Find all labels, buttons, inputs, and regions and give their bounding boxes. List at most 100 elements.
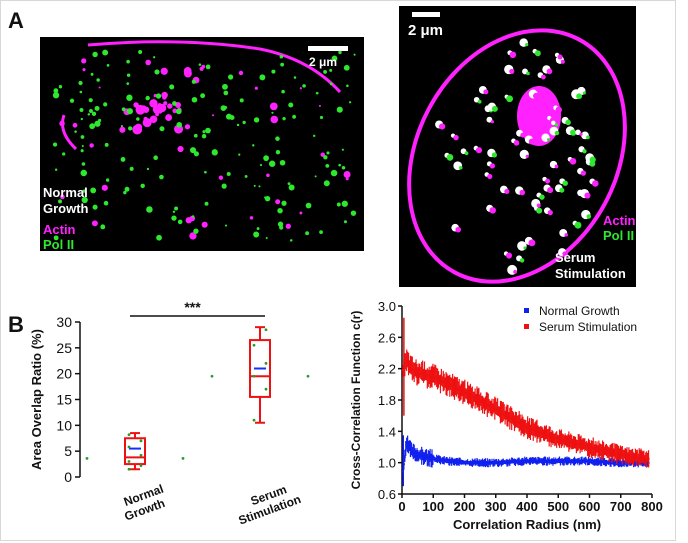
actin-legend: Actin: [603, 213, 636, 228]
pol-ii-spot: [155, 93, 162, 99]
actin-spot: [177, 145, 184, 153]
condition-label: Normal Growth: [43, 185, 89, 217]
y-tick-label: 30: [56, 314, 72, 330]
pol-ii-spot: [53, 88, 59, 94]
pol-ii-spot: [277, 207, 283, 214]
y-tick-label: 25: [56, 340, 72, 356]
scale-bar-label: 2 μm: [408, 22, 444, 39]
pol-ii-spot: [323, 155, 328, 160]
pol-ii-spot: [80, 117, 83, 121]
pol-ii-spot: [193, 151, 199, 157]
data-point: [404, 362, 407, 365]
fluorescent-spot: [584, 192, 591, 199]
data-point: [139, 464, 143, 468]
fluorescent-spot: [554, 123, 559, 127]
data-point: [264, 361, 268, 365]
pol-ii-spot: [353, 53, 356, 56]
pol-ii-spot: [256, 227, 260, 231]
fluorescent-spot: [539, 194, 545, 200]
pol-ii-spot: [191, 96, 198, 103]
pol-ii-spot: [242, 120, 246, 125]
pol-ii-spot: [92, 204, 98, 210]
pol-ii-spot: [202, 130, 206, 134]
pol-ii-spot: [263, 155, 269, 162]
legend-label: Serum Stimulation: [539, 320, 637, 334]
pol-ii-spot: [227, 74, 234, 80]
fluorescent-spot: [525, 154, 529, 158]
pol-ii-spot: [226, 171, 231, 176]
x-category-label: SerumStimulation: [232, 479, 303, 528]
pol-ii-spot: [87, 113, 91, 116]
actin-spot: [160, 67, 168, 75]
y-tick-label: 1.0: [378, 456, 396, 471]
data-point: [403, 364, 406, 367]
pol-ii-spot: [277, 221, 284, 227]
pol-ii-legend: Pol II: [43, 237, 75, 251]
pol-ii-spot: [78, 80, 83, 86]
fluorescent-spot: [453, 134, 459, 141]
pol-ii-spot: [126, 82, 130, 85]
pol-ii-spot: [104, 142, 109, 147]
pol-ii-spot: [126, 94, 133, 101]
actin-spot: [211, 114, 215, 117]
x-tick-label: 0: [398, 499, 405, 514]
fluorescent-spot: [582, 149, 587, 154]
pol-ii-spot: [74, 130, 77, 133]
pol-ii-spot: [312, 134, 316, 138]
pol-ii-spot: [54, 168, 58, 171]
pol-ii-spot: [314, 175, 317, 178]
pol-ii-spot: [330, 169, 338, 177]
pol-ii-spot: [265, 237, 268, 240]
pol-ii-spot: [204, 170, 207, 174]
data-point: [404, 449, 407, 452]
fluorescent-spot: [490, 120, 494, 124]
pol-ii-spot: [156, 234, 162, 241]
actin-spot: [254, 86, 258, 90]
y-tick-label: 15: [56, 392, 72, 408]
pol-ii-spot: [223, 90, 229, 96]
pol-ii-spot: [136, 117, 140, 121]
serum-stimulation-image: [407, 28, 627, 284]
pol-ii-spot: [193, 228, 199, 234]
legend-label: Normal Growth: [539, 304, 620, 318]
channel-legend: Actin Pol II: [603, 213, 636, 243]
pol-ii-spot: [279, 54, 284, 59]
data-point: [306, 374, 310, 378]
pol-ii-spot: [288, 184, 295, 191]
colocalized-spot: [575, 129, 581, 136]
actin-spot: [142, 118, 152, 128]
pol-ii-spot: [80, 149, 84, 153]
pol-ii-spot: [201, 133, 207, 139]
pol-ii-spot: [52, 142, 58, 147]
pol-ii-spot: [282, 117, 286, 121]
pol-ii-legend: Pol II: [603, 228, 635, 243]
actin-spot: [270, 115, 279, 124]
fluorescent-spot: [519, 189, 526, 196]
data-point: [139, 453, 143, 457]
y-tick-label: 1.8: [378, 393, 396, 408]
y-tick-label: 1.4: [378, 424, 396, 439]
actin-spot: [89, 143, 94, 148]
pol-ii-spot: [169, 84, 175, 90]
actin-spot: [119, 126, 126, 133]
data-point: [406, 361, 409, 364]
condition-label: Serum Stimulation: [555, 250, 626, 282]
fluorescent-spot: [554, 130, 560, 136]
x-tick-label: 200: [454, 499, 476, 514]
pol-ii-spot: [275, 136, 280, 141]
actin-legend: Actin: [43, 222, 76, 237]
actin-spot: [238, 70, 244, 76]
y-axis-label: Area Overlap Ratio (%): [29, 329, 44, 470]
actin-spot: [165, 114, 173, 122]
pol-ii-spot: [305, 231, 310, 236]
pol-ii-spot: [94, 120, 101, 127]
pol-ii-spot: [96, 78, 100, 82]
pol-ii-spot: [105, 178, 110, 182]
pol-ii-spot: [58, 201, 61, 204]
pol-ii-spot: [315, 91, 319, 95]
actin-spot: [299, 211, 303, 215]
fluorescent-spot: [574, 221, 582, 229]
pol-ii-spot: [205, 127, 211, 134]
pol-ii-spot: [329, 82, 333, 86]
pol-ii-spot: [346, 84, 349, 88]
